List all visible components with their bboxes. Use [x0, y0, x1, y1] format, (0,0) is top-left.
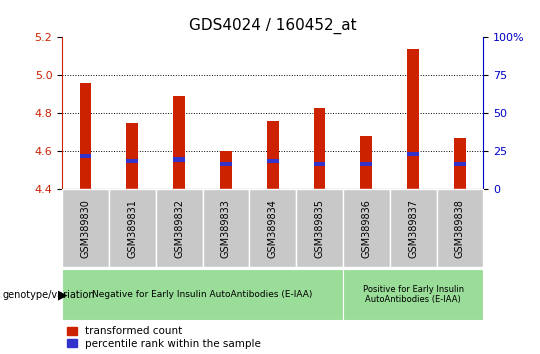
Text: GSM389830: GSM389830 [80, 199, 91, 258]
Bar [80, 83, 91, 189]
Bar [314, 108, 325, 189]
Bar [109, 189, 156, 267]
Bar [249, 189, 296, 267]
Bar [343, 269, 483, 320]
Text: GSM389832: GSM389832 [174, 199, 184, 258]
Bar [390, 189, 436, 267]
Bar [267, 159, 279, 163]
Text: Negative for Early Insulin AutoAntibodies (E-IAA): Negative for Early Insulin AutoAntibodie… [92, 290, 313, 299]
Bar [296, 189, 343, 267]
Bar [126, 123, 138, 189]
Text: GSM389833: GSM389833 [221, 199, 231, 258]
Bar [173, 158, 185, 162]
Title: GDS4024 / 160452_at: GDS4024 / 160452_at [189, 18, 356, 34]
Bar [436, 189, 483, 267]
Text: GSM389835: GSM389835 [314, 199, 325, 258]
Text: GSM389831: GSM389831 [127, 199, 137, 258]
Bar [314, 162, 325, 166]
Bar [361, 136, 372, 189]
Bar [202, 189, 249, 267]
Text: Positive for Early Insulin
AutoAntibodies (E-IAA): Positive for Early Insulin AutoAntibodie… [362, 285, 464, 304]
Text: genotype/variation: genotype/variation [3, 290, 96, 300]
Text: GSM389834: GSM389834 [268, 199, 278, 258]
Bar [80, 154, 91, 158]
Bar [220, 162, 232, 166]
Text: GSM389837: GSM389837 [408, 199, 418, 258]
Text: GSM389838: GSM389838 [455, 199, 465, 258]
Bar [156, 189, 202, 267]
Text: ▶: ▶ [58, 288, 68, 301]
Text: GSM389836: GSM389836 [361, 199, 372, 258]
Bar [126, 159, 138, 163]
Bar [454, 162, 465, 166]
Bar [267, 121, 279, 189]
Bar [454, 138, 465, 189]
Bar [62, 269, 343, 320]
Legend: transformed count, percentile rank within the sample: transformed count, percentile rank withi… [68, 326, 261, 349]
Bar [407, 152, 419, 156]
Bar [62, 189, 109, 267]
Bar [361, 162, 372, 166]
Bar [407, 48, 419, 189]
Bar [220, 152, 232, 189]
Bar [343, 189, 390, 267]
Bar [173, 96, 185, 189]
